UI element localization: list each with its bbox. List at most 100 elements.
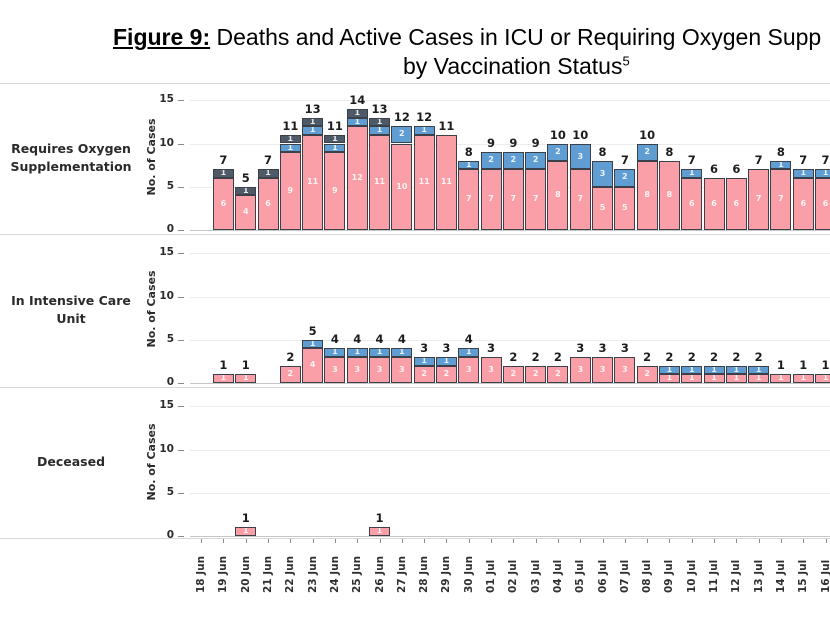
bar-segment-pink: 3 <box>458 357 480 383</box>
panel-divider <box>0 538 830 539</box>
bar-segment-pink: 6 <box>257 178 279 230</box>
bar-segment-pink: 2 <box>413 365 435 383</box>
bar-segment-pink: 1 <box>681 374 703 383</box>
bar-segment-dark: 1 <box>324 134 346 144</box>
x-tick <box>803 539 805 543</box>
bar-segment-pink: 2 <box>547 365 569 383</box>
bar-segment-pink: 1 <box>770 374 792 383</box>
bar-total-label: 5 <box>308 323 317 338</box>
bar-segment-pink: 1 <box>212 374 234 383</box>
axis-zero-line <box>190 230 830 231</box>
bar-segment-blue: 2 <box>391 126 413 144</box>
x-tick <box>223 539 225 543</box>
bar-total-label: 10 <box>549 127 566 142</box>
bar-segment-pink: 1 <box>658 374 680 383</box>
y-axis-title: No. of Cases <box>144 118 158 196</box>
x-tick <box>714 539 716 543</box>
bar-segment-pink: 4 <box>235 195 257 230</box>
x-tick-label: 14 Jul <box>774 545 788 593</box>
bar-segment-dark: 1 <box>346 108 368 118</box>
bar-segment-pink: 3 <box>592 357 614 383</box>
bar-segment-pink: 11 <box>369 134 391 230</box>
x-tick-label-text: 10 Jul <box>685 559 698 593</box>
y-axis-title: No. of Cases <box>144 270 158 348</box>
bar-segment-pink: 7 <box>458 169 480 230</box>
x-tick <box>557 539 559 543</box>
bar-segment-blue: 1 <box>279 143 301 153</box>
y-tick <box>178 230 184 231</box>
axis-zero-line <box>190 383 830 384</box>
bar-total-label: 7 <box>620 153 629 168</box>
figure-title-line2-text: by Vaccination Status <box>403 53 623 79</box>
gridline <box>190 143 830 145</box>
x-tick-label: 03 Jul <box>529 545 543 593</box>
x-tick-label: 01 Jul <box>484 545 498 593</box>
bar-total-label: 7 <box>799 153 808 168</box>
x-tick <box>401 539 403 543</box>
bar-total-label: 14 <box>349 92 366 107</box>
bar-total-label: 10 <box>572 127 589 142</box>
panel-divider <box>0 234 830 235</box>
x-tick-label-text: 19 Jun <box>217 555 230 593</box>
figure-title-line2: by Vaccination Status5 <box>403 53 630 80</box>
bar-total-label: 1 <box>799 358 808 373</box>
y-tick <box>178 296 184 298</box>
bar-segment-blue: 2 <box>525 152 547 170</box>
x-tick <box>669 539 671 543</box>
x-tick <box>647 539 649 543</box>
y-tick <box>178 536 184 537</box>
bar-segment-pink: 7 <box>480 169 502 230</box>
x-tick-label: 20 Jun <box>239 545 253 593</box>
bar-segment-pink: 8 <box>658 160 680 230</box>
y-tick-label: 5 <box>166 485 174 498</box>
bar-segment-dark: 1 <box>212 169 234 179</box>
bar-segment-pink: 1 <box>703 374 725 383</box>
bar-segment-pink: 8 <box>636 160 658 230</box>
x-tick <box>245 539 247 543</box>
y-tick-label: 0 <box>166 529 174 541</box>
x-tick-label: 21 Jun <box>261 545 275 593</box>
x-tick <box>334 539 336 543</box>
x-tick-label: 27 Jun <box>395 545 409 593</box>
bar-total-label: 7 <box>821 153 830 168</box>
x-tick-label: 13 Jul <box>752 545 766 593</box>
bar-segment-pink: 7 <box>770 169 792 230</box>
bar-segment-pink: 12 <box>346 126 368 230</box>
y-tick <box>178 339 184 341</box>
bar-segment-blue: 3 <box>592 160 614 187</box>
row-label-line: In Intensive Care <box>11 293 131 308</box>
x-tick-label-text: 13 Jul <box>752 559 765 593</box>
bar-segment-blue: 1 <box>792 169 814 179</box>
bar-total-label: 1 <box>375 511 384 526</box>
x-tick-label-text: 24 Jun <box>328 555 341 593</box>
x-tick-label-text: 04 Jul <box>551 559 564 593</box>
bar-segment-blue: 1 <box>302 339 324 349</box>
panel-divider <box>0 83 830 84</box>
bar-total-label: 6 <box>710 162 719 177</box>
bar-segment-pink: 5 <box>592 186 614 230</box>
bar-segment-pink: 3 <box>480 357 502 383</box>
bar-total-label: 7 <box>219 153 228 168</box>
bar-segment-blue: 1 <box>369 126 391 135</box>
bar-segment-pink: 2 <box>525 365 547 383</box>
gridline <box>190 406 830 408</box>
bar-segment-blue: 1 <box>302 126 324 135</box>
bar-segment-blue: 1 <box>458 348 480 358</box>
x-tick-label-text: 12 Jul <box>730 559 743 593</box>
bar-segment-blue: 1 <box>346 117 368 127</box>
x-tick <box>736 539 738 543</box>
bar-segment-blue: 1 <box>725 365 747 375</box>
bar-segment-blue: 1 <box>369 348 391 358</box>
bar-segment-pink: 2 <box>279 365 301 383</box>
x-tick-label-text: 02 Jul <box>507 559 520 593</box>
x-tick <box>513 539 515 543</box>
x-tick-label: 07 Jul <box>618 545 632 593</box>
x-tick-label: 23 Jun <box>306 545 320 593</box>
x-tick-label: 18 Jun <box>194 545 208 593</box>
panel-divider <box>0 387 830 388</box>
bar-segment-blue: 2 <box>480 152 502 170</box>
bar-total-label: 11 <box>438 118 455 133</box>
bar-total-label: 3 <box>487 341 496 356</box>
bar-segment-blue: 1 <box>413 357 435 366</box>
gridline <box>190 449 830 451</box>
